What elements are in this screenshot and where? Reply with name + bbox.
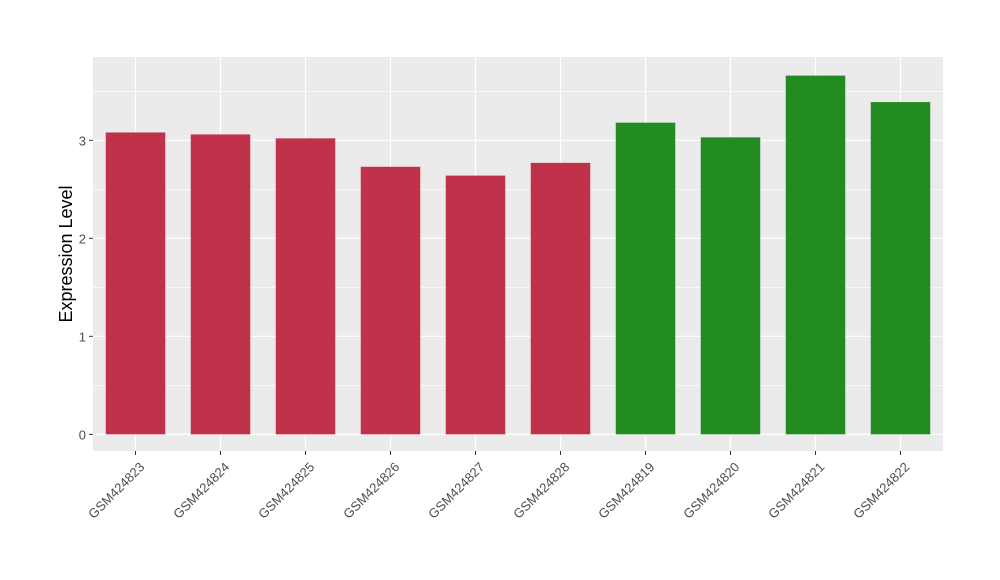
- x-tick-label: GSM424819: [595, 459, 657, 521]
- bar-GSM424819: [615, 122, 676, 435]
- x-tick-label: GSM424820: [680, 459, 742, 521]
- x-tick-label: GSM424826: [340, 459, 402, 521]
- bars: [105, 75, 931, 435]
- y-tick-label: 3: [79, 133, 86, 148]
- bar-GSM424827: [445, 175, 506, 435]
- bar-GSM424826: [360, 166, 421, 435]
- bar-GSM424821: [785, 75, 846, 435]
- x-tick-label: GSM424828: [510, 459, 572, 521]
- bar-GSM424823: [105, 132, 166, 435]
- bar-GSM424822: [870, 102, 931, 435]
- x-axis: GSM424823 GSM424824 GSM424825 GSM424826 GSM4…: [85, 451, 912, 522]
- x-tick-label: GSM424822: [850, 459, 912, 521]
- y-axis: 0 1 2 3: [79, 133, 93, 442]
- x-tick-label: GSM424825: [255, 459, 317, 521]
- y-tick-label: 1: [79, 329, 86, 344]
- bar-GSM424824: [190, 134, 251, 435]
- x-tick-label: GSM424821: [765, 459, 827, 521]
- y-axis-label: Expression Level: [56, 185, 76, 322]
- bar-GSM424828: [530, 162, 591, 435]
- bar-GSM424825: [275, 138, 336, 435]
- bar-GSM424820: [700, 137, 761, 435]
- x-tick-label: GSM424824: [170, 459, 232, 521]
- x-tick-label: GSM424827: [425, 459, 487, 521]
- x-tick-label: GSM424823: [85, 459, 147, 521]
- y-tick-label: 0: [79, 427, 86, 442]
- y-tick-label: 2: [79, 231, 86, 246]
